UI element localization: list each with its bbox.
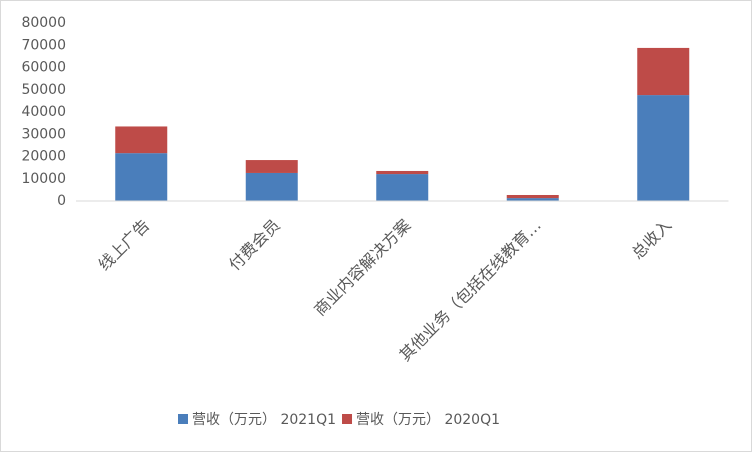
legend-label: 营收（万元） 2021Q1 — [192, 412, 336, 428]
bar-segment — [245, 160, 298, 173]
bar-segment — [376, 170, 429, 175]
y-tick-label: 70000 — [21, 37, 66, 53]
bar-segment — [376, 174, 429, 201]
legend-label: 营收（万元） 2020Q1 — [356, 412, 500, 428]
y-tick-label: 40000 — [21, 104, 66, 120]
bar-segment — [637, 95, 690, 201]
bar-segment — [506, 198, 559, 201]
bar-segment — [115, 153, 168, 201]
bar-segment — [506, 194, 559, 199]
bar-segment — [637, 47, 690, 96]
y-tick-label: 60000 — [21, 60, 66, 76]
bar-segment — [245, 172, 298, 201]
legend-swatch — [178, 414, 188, 424]
y-tick-label: 10000 — [21, 171, 66, 187]
y-tick-label: 50000 — [21, 82, 66, 98]
y-tick-label: 0 — [57, 193, 66, 209]
bar-segment — [115, 126, 168, 154]
y-tick-label: 80000 — [21, 15, 66, 31]
y-tick-label: 20000 — [21, 149, 66, 165]
legend-swatch — [342, 414, 353, 424]
y-tick-label: 30000 — [21, 126, 66, 142]
